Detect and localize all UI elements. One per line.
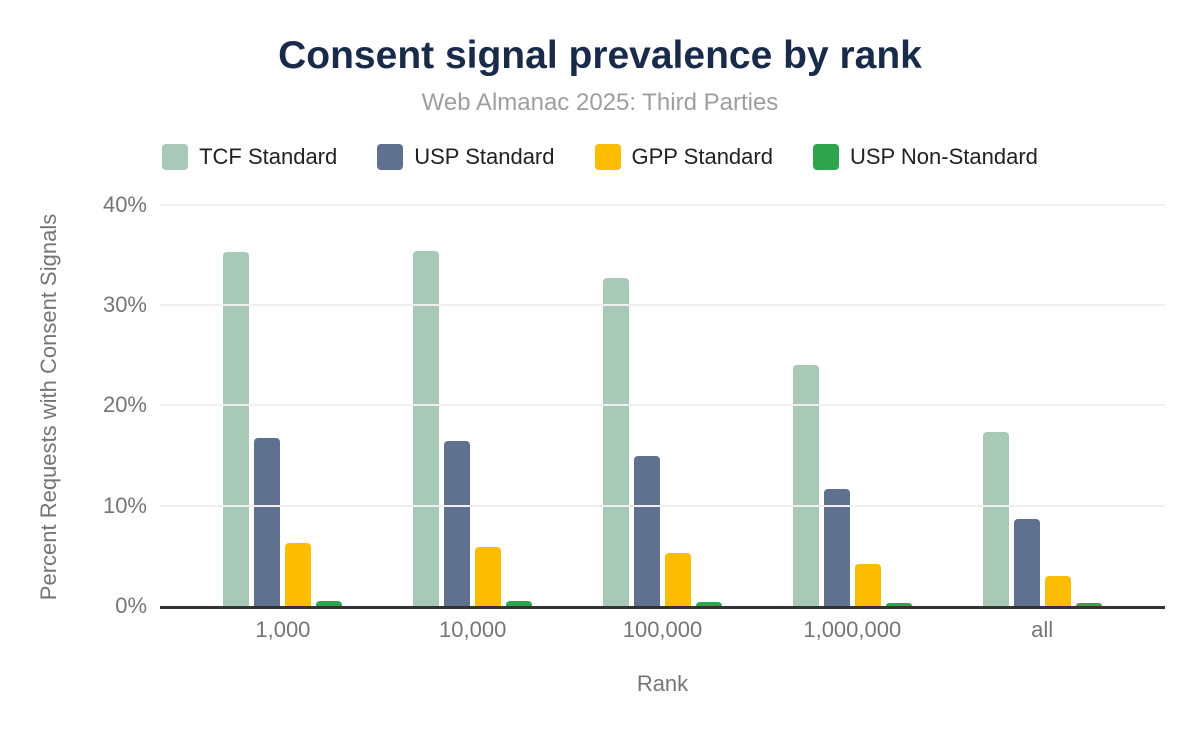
legend-item-tcf-standard: TCF Standard	[162, 143, 338, 170]
legend-label: TCF Standard	[199, 143, 338, 169]
legend-label: GPP Standard	[631, 143, 773, 169]
x-tick-label: 1,000	[255, 616, 311, 642]
legend-item-usp-non-standard: USP Non-Standard	[812, 143, 1038, 170]
gridline-20	[160, 404, 1165, 407]
consent-signal-chart: Consent signal prevalence by rank Web Al…	[0, 34, 1200, 742]
legend-item-usp-standard: USP Standard	[377, 143, 555, 170]
y-tick-label: 30%	[102, 292, 147, 318]
bar-usp-standard	[254, 437, 281, 606]
bar-usp-non-standard	[506, 600, 533, 606]
legend-label: USP Non-Standard	[849, 143, 1038, 169]
bar-usp-non-standard	[695, 601, 722, 606]
bar-group-10-000	[378, 205, 568, 606]
y-axis-title: Percent Requests with Consent Signals	[36, 213, 61, 601]
x-tick-label: all	[1031, 616, 1054, 642]
legend-swatch-usp-standard	[377, 143, 404, 170]
bar-tcf-standard	[982, 431, 1009, 606]
bar-gpp-standard	[854, 563, 881, 606]
bar-tcf-standard	[223, 252, 250, 606]
x-tick-label: 100,000	[622, 616, 703, 642]
gridline-10	[160, 504, 1165, 507]
y-tick-label: 40%	[102, 191, 147, 217]
bar-group-all	[947, 205, 1137, 606]
bar-group-100-000	[568, 205, 758, 606]
legend-item-gpp-standard: GPP Standard	[594, 143, 773, 170]
y-tick-label: 20%	[102, 392, 147, 418]
bar-gpp-standard	[285, 542, 312, 606]
legend-label: USP Standard	[414, 143, 555, 169]
bar-tcf-standard	[413, 251, 440, 606]
chart-body: Percent Requests with Consent Signals 0%…	[0, 192, 1200, 697]
gridline-40	[160, 203, 1165, 206]
legend-swatch-usp-non-standard	[812, 143, 839, 170]
bar-usp-non-standard	[316, 600, 343, 606]
bar-gpp-standard	[664, 552, 691, 606]
legend: TCF Standard USP Standard GPP Standard USP …	[0, 143, 1200, 171]
bar-groups	[160, 205, 1165, 606]
y-tick-label: 10%	[102, 492, 147, 518]
y-tick-label: 0%	[115, 592, 147, 618]
bar-gpp-standard	[1044, 575, 1071, 606]
chart-subtitle: Web Almanac 2025: Third Parties	[421, 88, 779, 116]
bar-usp-standard	[444, 440, 471, 606]
bar-usp-non-standard	[1075, 602, 1102, 606]
x-axis-tick-labels: 1,000 10,000 100,000 1,000,000 all	[160, 617, 1165, 643]
chart-title: Consent signal prevalence by rank	[278, 34, 922, 77]
bar-usp-standard	[823, 488, 850, 606]
bar-usp-standard	[1013, 518, 1040, 606]
x-axis-title: Rank	[636, 671, 689, 697]
bar-tcf-standard	[602, 278, 629, 606]
bar-group-1-000	[188, 205, 378, 606]
x-tick-label: 1,000,000	[803, 616, 902, 642]
x-tick-label: 10,000	[439, 616, 507, 642]
legend-swatch-gpp-standard	[594, 143, 621, 170]
plot-area: 0% 10% 20% 30% 40%	[103, 192, 1165, 618]
bar-tcf-standard	[792, 365, 819, 606]
legend-swatch-tcf-standard	[162, 143, 189, 170]
bar-gpp-standard	[475, 546, 502, 606]
bar-usp-standard	[633, 455, 660, 606]
gridline-30	[160, 304, 1165, 307]
bar-usp-non-standard	[885, 602, 912, 606]
